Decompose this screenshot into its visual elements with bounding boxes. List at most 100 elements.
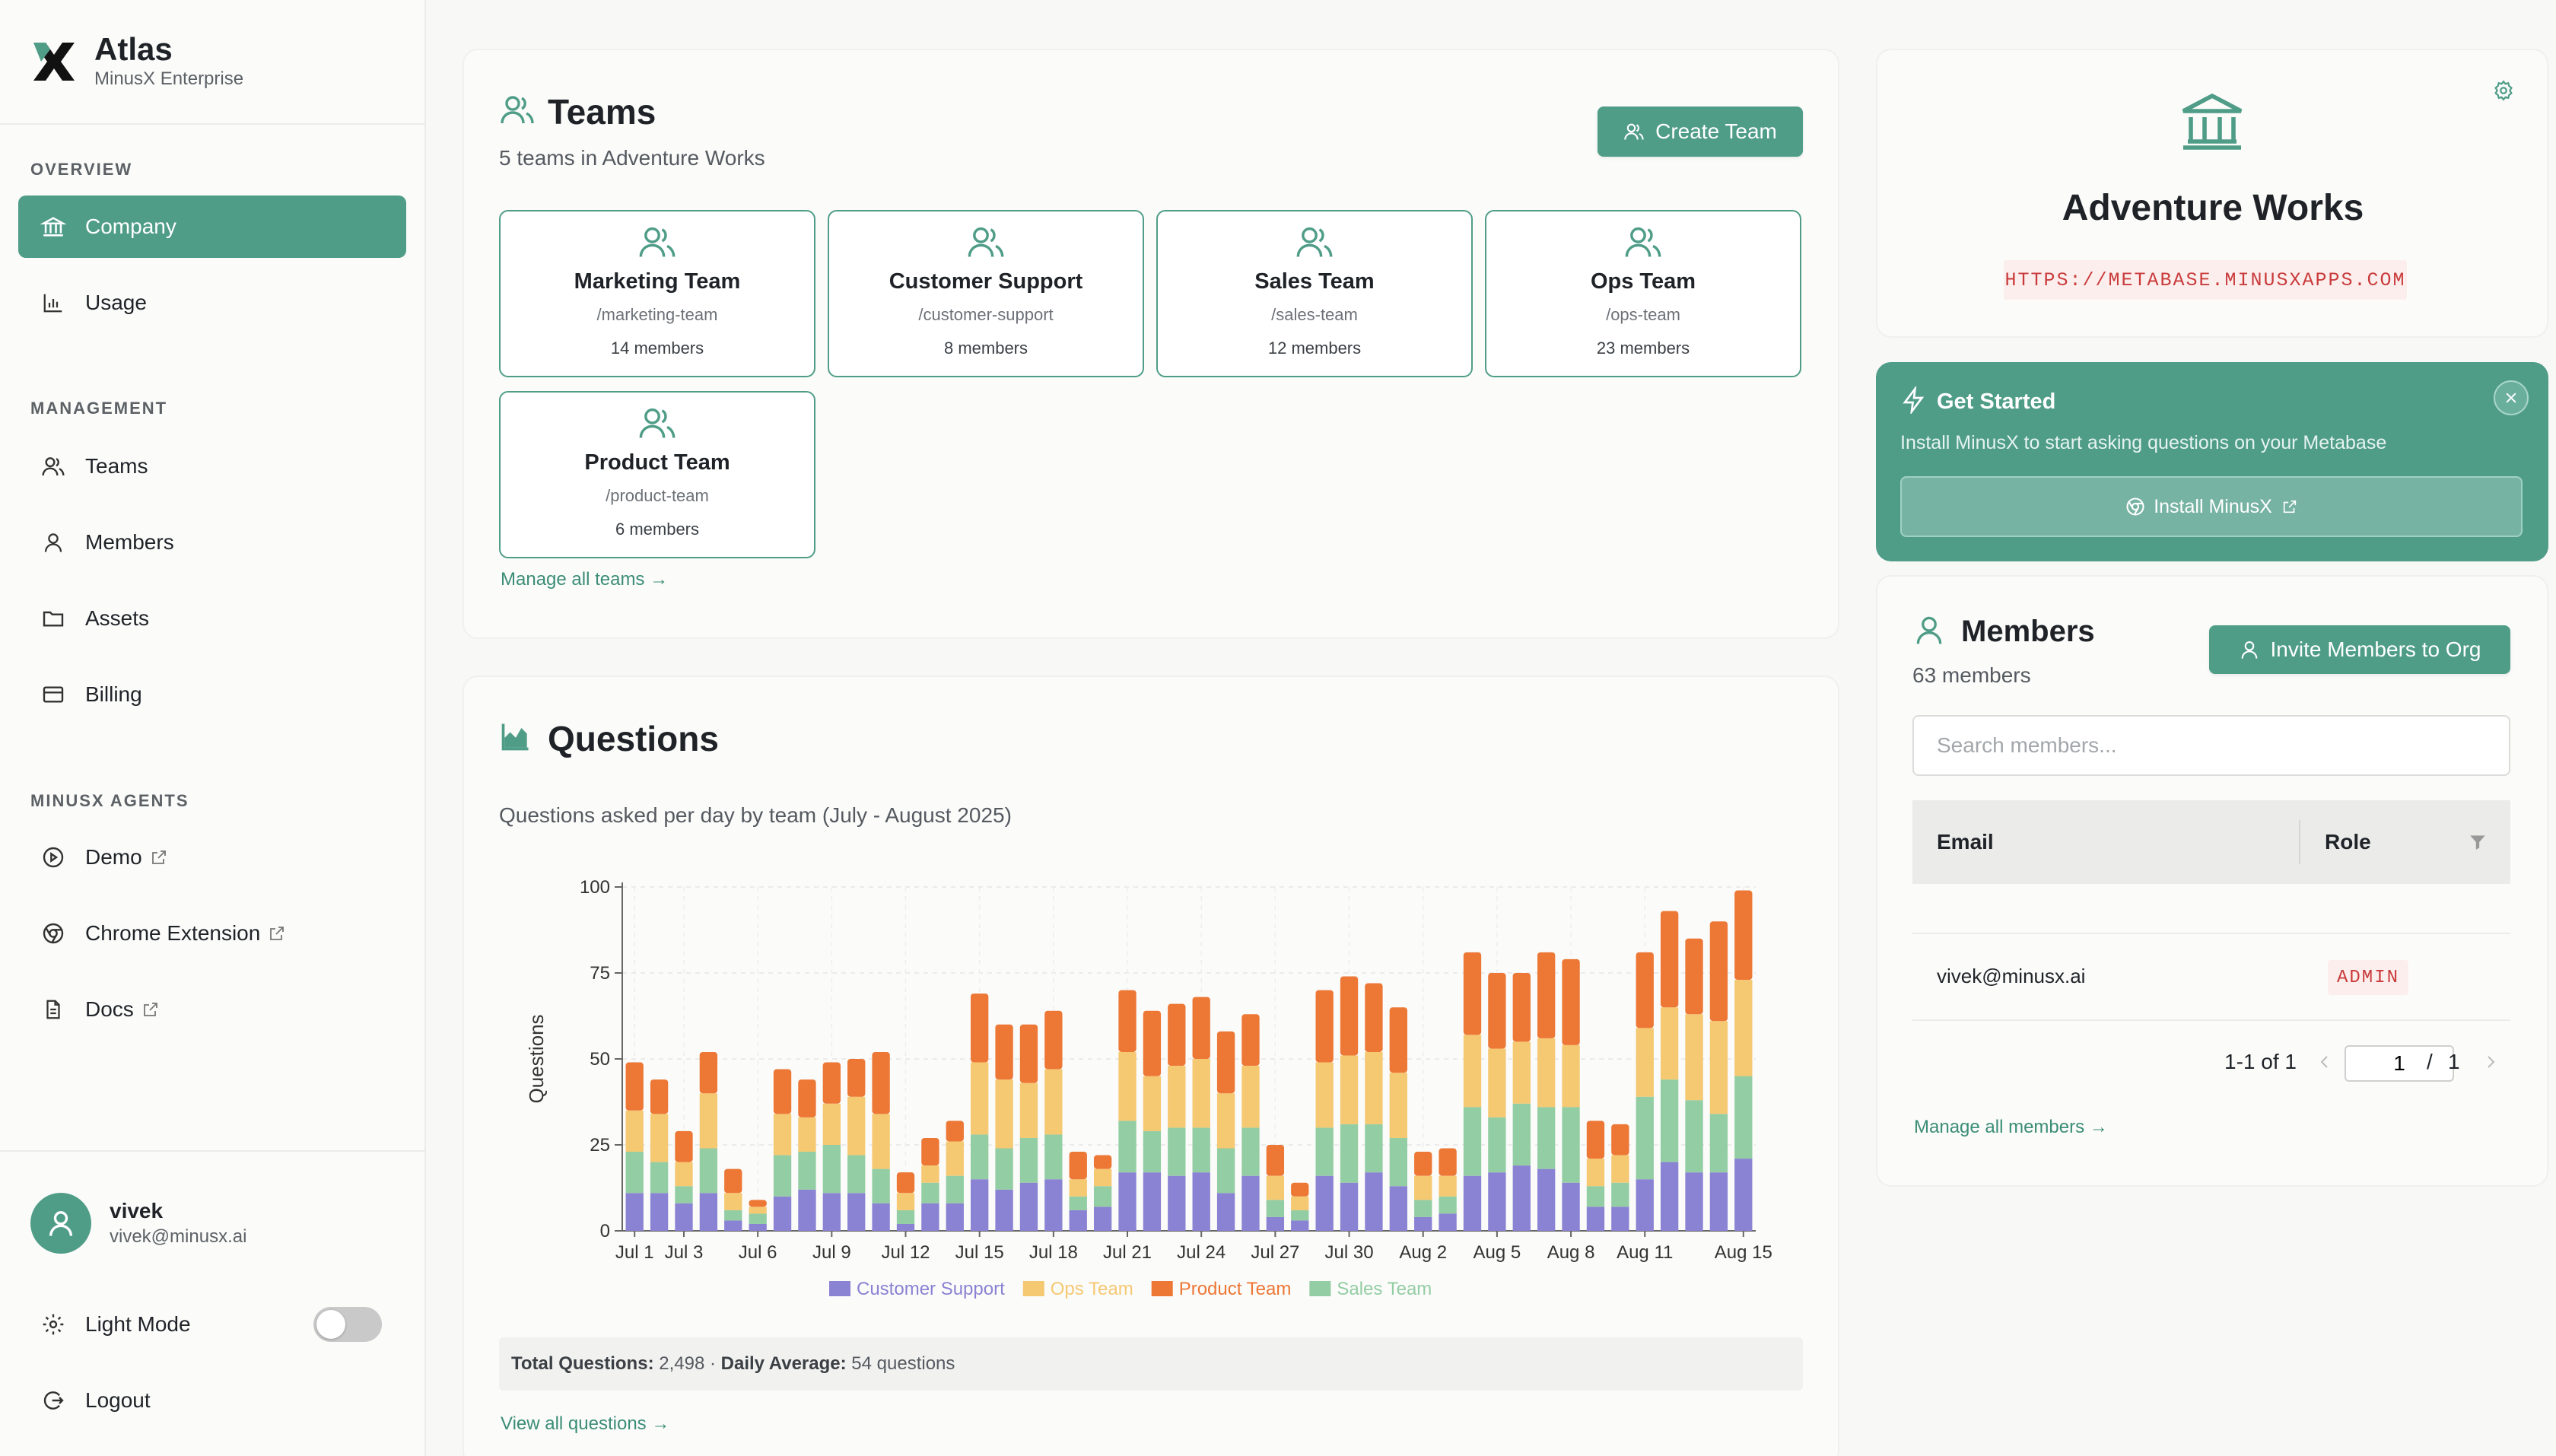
org-url-badge[interactable]: HTTPS://METABASE.MINUSXAPPS.COM xyxy=(2004,260,2407,300)
bar-segment xyxy=(1389,1186,1407,1231)
close-button[interactable] xyxy=(2494,380,2529,415)
bar-segment xyxy=(1512,973,1531,1042)
users-icon xyxy=(1623,222,1663,262)
user-email: vivek@minusx.ai xyxy=(110,1226,247,1247)
sidebar-item-assets[interactable]: Assets xyxy=(18,587,406,650)
sidebar-divider xyxy=(0,1150,426,1152)
col-role[interactable]: Role xyxy=(2325,830,2371,854)
team-card-product[interactable]: Product Team /product-team 6 members xyxy=(499,391,815,558)
bar-segment xyxy=(1660,1007,1679,1080)
bar-segment xyxy=(699,1051,718,1094)
bar-segment xyxy=(1168,1003,1186,1067)
bar-segment xyxy=(749,1206,767,1214)
bar-segment xyxy=(773,1155,792,1197)
invite-members-button[interactable]: Invite Members to Org xyxy=(2209,625,2510,674)
bar-segment xyxy=(749,1213,767,1224)
bar-segment xyxy=(1562,1182,1580,1231)
sidebar-item-usage[interactable]: Usage xyxy=(18,272,406,334)
sidebar-item-docs[interactable]: Docs xyxy=(18,978,406,1041)
sidebar-item-teams[interactable]: Teams xyxy=(18,435,406,498)
view-questions-link[interactable]: View all questions → xyxy=(501,1413,670,1434)
bar-segment xyxy=(1586,1206,1605,1231)
bar-segment xyxy=(625,1193,644,1231)
x-tick-label: Jul 9 xyxy=(812,1242,851,1263)
bar-segment xyxy=(946,1203,964,1231)
bar-segment xyxy=(1389,1073,1407,1138)
settings-gear-icon[interactable] xyxy=(2492,79,2515,102)
install-minusx-button[interactable]: Install MinusX xyxy=(1900,476,2523,537)
sidebar-item-members[interactable]: Members xyxy=(18,511,406,574)
bar-segment xyxy=(1192,1172,1210,1231)
bar-segment xyxy=(625,1110,644,1152)
create-team-button[interactable]: Create Team xyxy=(1598,106,1803,157)
sidebar-item-label: Chrome Extension xyxy=(85,921,261,945)
chevron-right-icon[interactable] xyxy=(2481,1053,2500,1071)
bar-segment xyxy=(1685,1172,1703,1231)
toggle-knob xyxy=(316,1310,345,1339)
bar-segment xyxy=(1019,1137,1038,1183)
bar-segment xyxy=(1709,921,1728,1022)
sidebar-item-company[interactable]: Company xyxy=(18,196,406,258)
user-name: vivek xyxy=(110,1199,164,1222)
bar-segment xyxy=(650,1162,669,1194)
x-tick-label: Aug 11 xyxy=(1617,1242,1673,1263)
bar-segment xyxy=(1439,1175,1457,1197)
bar-segment xyxy=(1562,958,1580,1045)
bar-segment xyxy=(1537,1038,1556,1108)
team-card-marketing[interactable]: Marketing Team /marketing-team 14 member… xyxy=(499,210,815,377)
sidebar-item-chrome-extension[interactable]: Chrome Extension xyxy=(18,902,406,965)
bar-segment xyxy=(847,1155,866,1194)
bar-segment xyxy=(946,1141,964,1176)
team-card-sales[interactable]: Sales Team /sales-team 12 members xyxy=(1156,210,1473,377)
area-chart-icon xyxy=(499,720,532,753)
col-email[interactable]: Email xyxy=(1937,830,1994,854)
light-mode-toggle[interactable] xyxy=(313,1307,382,1342)
bar-segment xyxy=(1192,1127,1210,1173)
sidebar-item-label: Assets xyxy=(85,606,150,630)
bar-segment xyxy=(798,1079,816,1117)
bar-segment xyxy=(798,1117,816,1152)
team-card-ops[interactable]: Ops Team /ops-team 23 members xyxy=(1485,210,1801,377)
sidebar-item-label: Teams xyxy=(85,454,148,478)
chevron-left-icon[interactable] xyxy=(2316,1053,2334,1071)
team-card-customer-support[interactable]: Customer Support /customer-support 8 mem… xyxy=(828,210,1144,377)
questions-title: Questions xyxy=(548,719,719,758)
page-number-input[interactable] xyxy=(2345,1045,2454,1082)
y-tick-label: 50 xyxy=(590,1049,610,1070)
bar-segment xyxy=(1019,1182,1038,1231)
brand[interactable]: Atlas MinusX Enterprise xyxy=(30,33,243,90)
bar-segment xyxy=(1118,1172,1137,1231)
bar-segment xyxy=(1414,1152,1432,1176)
bar-segment xyxy=(1709,1172,1728,1231)
bar-segment xyxy=(971,1062,989,1135)
bar-segment xyxy=(773,1196,792,1231)
bar-segment xyxy=(1315,990,1334,1063)
sidebar-item-label: Billing xyxy=(85,682,142,706)
bar-segment xyxy=(1044,1069,1063,1135)
bar-segment xyxy=(1734,1159,1753,1231)
section-label-management: MANAGEMENT xyxy=(30,399,168,418)
bar-segment xyxy=(872,1168,890,1203)
logout-button[interactable]: Logout xyxy=(18,1369,406,1432)
questions-summary: Total Questions: 2,498 · Daily Average: … xyxy=(499,1337,1803,1391)
users-icon xyxy=(1623,121,1645,142)
filter-icon[interactable] xyxy=(2468,832,2488,852)
legend-swatch xyxy=(829,1281,850,1296)
bar-segment xyxy=(1069,1196,1087,1210)
bar-segment xyxy=(1365,1124,1383,1173)
sidebar-item-demo[interactable]: Demo xyxy=(18,826,406,889)
minusx-logo-icon xyxy=(30,40,78,84)
search-members-input[interactable] xyxy=(1912,715,2510,776)
sidebar-item-billing[interactable]: Billing xyxy=(18,663,406,726)
user-profile[interactable]: vivek vivek@minusx.ai xyxy=(30,1193,246,1254)
bar-segment xyxy=(1143,1130,1162,1173)
bar-segment xyxy=(675,1186,693,1203)
bar-segment xyxy=(1709,1114,1728,1173)
legend-label: Customer Support xyxy=(857,1279,1005,1299)
manage-members-link[interactable]: Manage all members → xyxy=(1914,1117,2108,1137)
bar-segment xyxy=(699,1193,718,1231)
bar-segment xyxy=(1365,1051,1383,1124)
page-total: 1 xyxy=(2448,1050,2460,1073)
external-link-icon xyxy=(2281,498,2298,515)
manage-teams-link[interactable]: Manage all teams → xyxy=(501,569,669,590)
